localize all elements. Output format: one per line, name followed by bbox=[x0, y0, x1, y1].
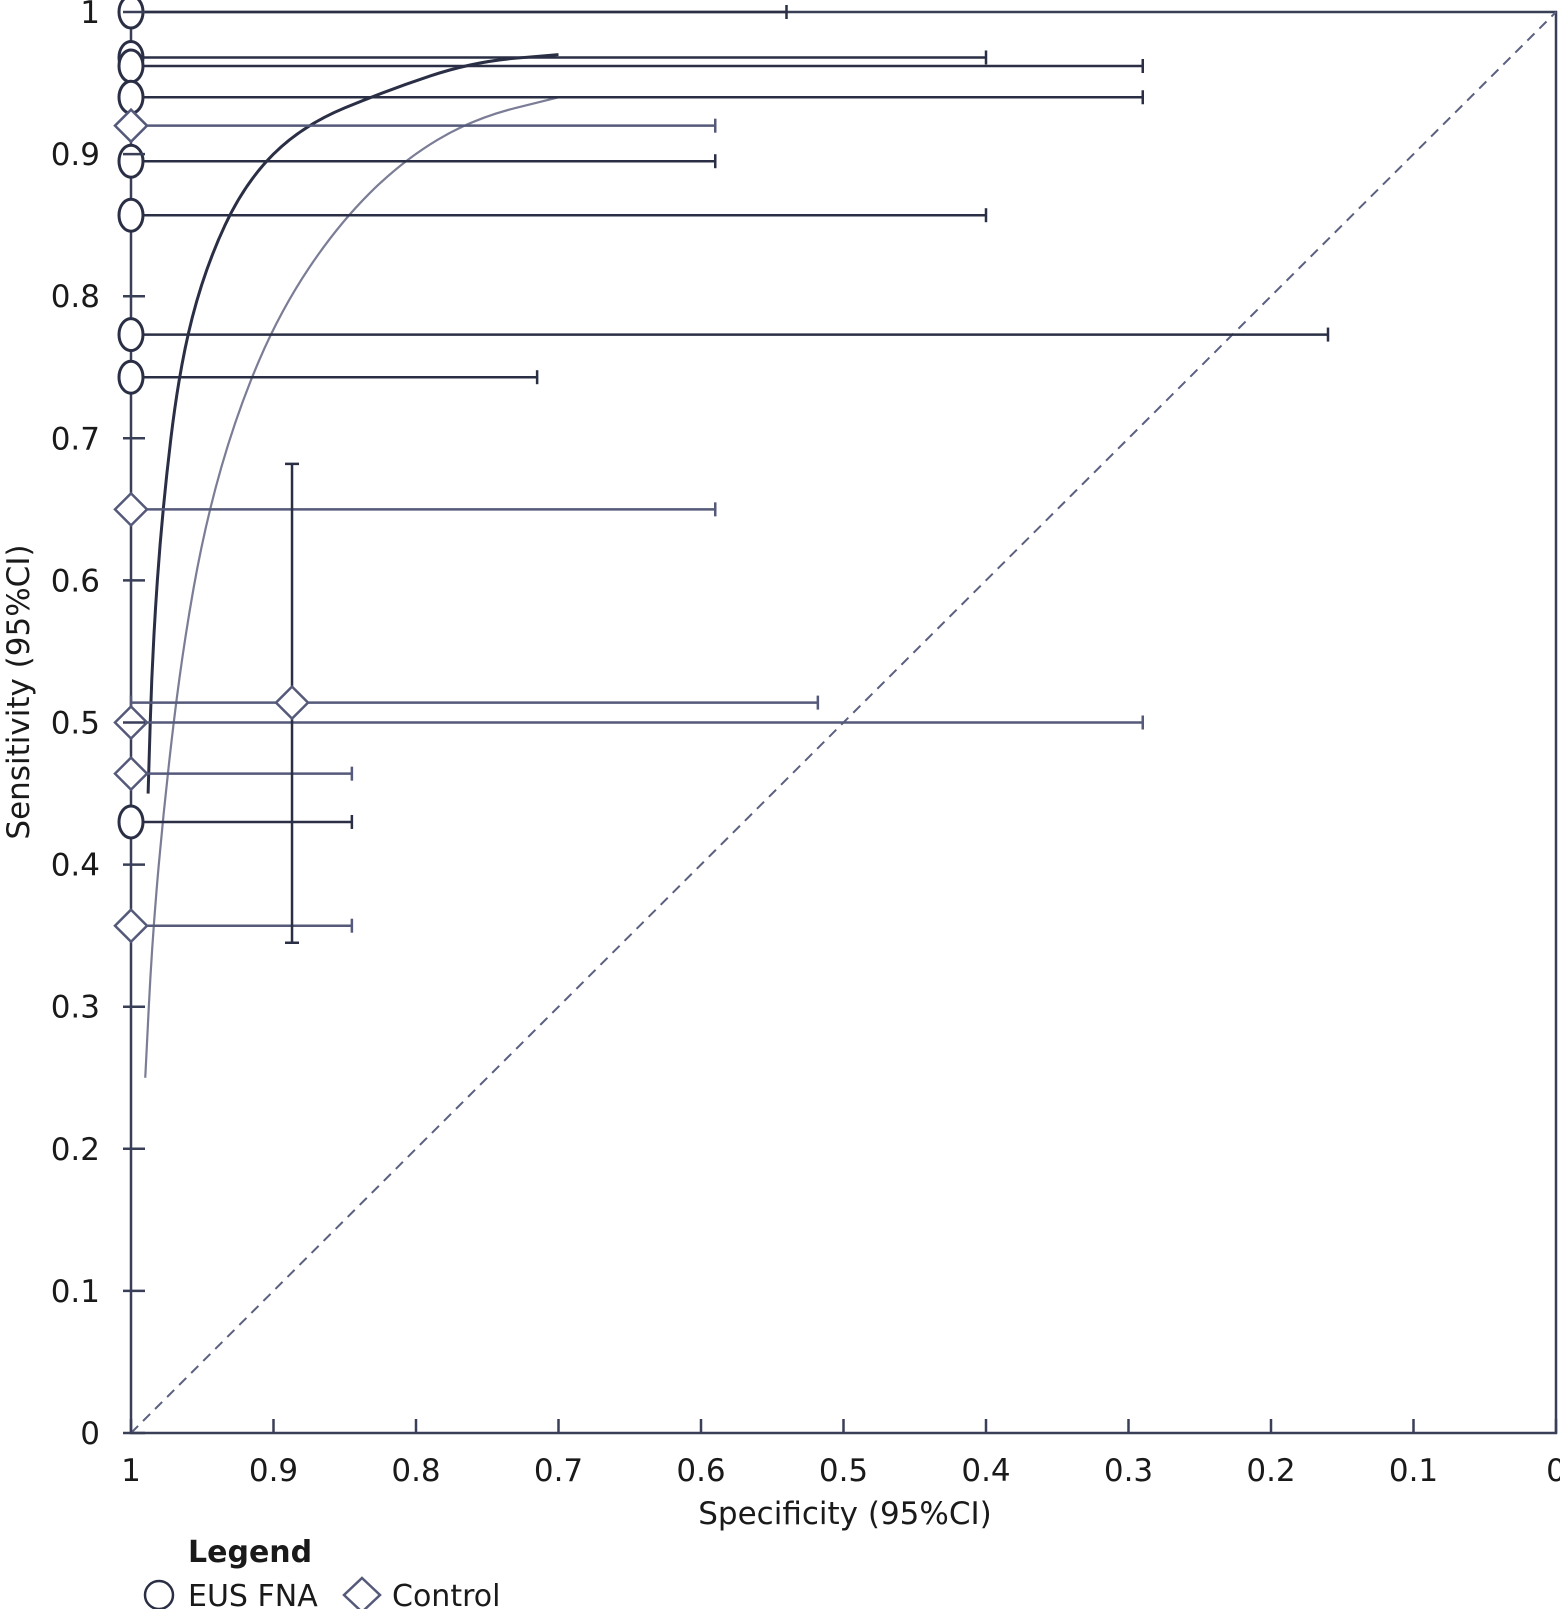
marker-eus-fna bbox=[117, 143, 145, 179]
x-tick-label: 0.8 bbox=[391, 1453, 440, 1489]
y-axis-ticks: 0 0.1 0.2 0.3 0.4 0.5 0.6 0.7 0.8 0.9 1 bbox=[51, 0, 145, 1452]
legend-circle-marker bbox=[143, 1579, 175, 1609]
y-tick-label: 0.3 bbox=[51, 990, 100, 1026]
y-tick-label: 0 bbox=[80, 1416, 100, 1452]
legend-label-control: Control bbox=[392, 1579, 500, 1609]
marker-eus-fna bbox=[117, 48, 145, 84]
marker-eus-fna bbox=[117, 804, 145, 840]
x-tick-label: 0.7 bbox=[534, 1453, 583, 1489]
x-tick-label: 0.5 bbox=[819, 1453, 868, 1489]
y-tick-label: 0.7 bbox=[51, 421, 100, 457]
x-tick-label: 0.3 bbox=[1104, 1453, 1153, 1489]
marker-eus-fna bbox=[117, 317, 145, 353]
marker-eus-fna bbox=[117, 0, 145, 30]
x-tick-label: 0.4 bbox=[961, 1453, 1010, 1489]
y-tick-label: 0.1 bbox=[51, 1274, 100, 1310]
data-markers bbox=[113, 0, 310, 944]
sroc-curve-control bbox=[144, 96, 559, 1078]
y-tick-label: 0.8 bbox=[51, 279, 100, 315]
sroc-curves bbox=[144, 53, 559, 1078]
x-tick-label: 1 bbox=[121, 1453, 141, 1489]
y-tick-label: 0.4 bbox=[51, 848, 100, 884]
x-tick-label: 0 bbox=[1546, 1453, 1560, 1489]
legend-title: Legend bbox=[188, 1535, 312, 1570]
y-tick-label: 0.9 bbox=[51, 137, 100, 173]
x-tick-label: 0.9 bbox=[249, 1453, 298, 1489]
y-tick-label: 0.2 bbox=[51, 1132, 100, 1168]
marker-control bbox=[113, 755, 149, 792]
sroc-curve-eus-fna bbox=[146, 53, 559, 794]
y-axis-title: Sensitivity (95%CI) bbox=[1, 544, 37, 839]
legend-label-eus-fna: EUS FNA bbox=[188, 1579, 318, 1609]
y-tick-label: 0.6 bbox=[51, 563, 100, 599]
marker-control bbox=[113, 491, 149, 528]
error-bars bbox=[129, 5, 1330, 945]
marker-eus-fna bbox=[117, 197, 145, 233]
x-axis-title: Specificity (95%CI) bbox=[698, 1496, 992, 1532]
y-tick-label: 1 bbox=[80, 0, 100, 31]
x-tick-label: 0.2 bbox=[1246, 1453, 1295, 1489]
x-axis-ticks: 1 0.9 0.8 0.7 0.6 0.5 0.4 0.3 0.2 0.1 0 bbox=[121, 1419, 1560, 1489]
marker-eus-fna bbox=[117, 359, 145, 395]
x-tick-label: 0.6 bbox=[676, 1453, 725, 1489]
legend-diamond-marker bbox=[342, 1576, 382, 1609]
x-tick-label: 0.1 bbox=[1389, 1453, 1438, 1489]
marker-control bbox=[274, 684, 310, 721]
marker-control bbox=[113, 907, 149, 944]
y-tick-label: 0.5 bbox=[51, 706, 100, 742]
legend: Legend EUS FNA Control bbox=[143, 1535, 500, 1609]
marker-control bbox=[113, 107, 149, 144]
